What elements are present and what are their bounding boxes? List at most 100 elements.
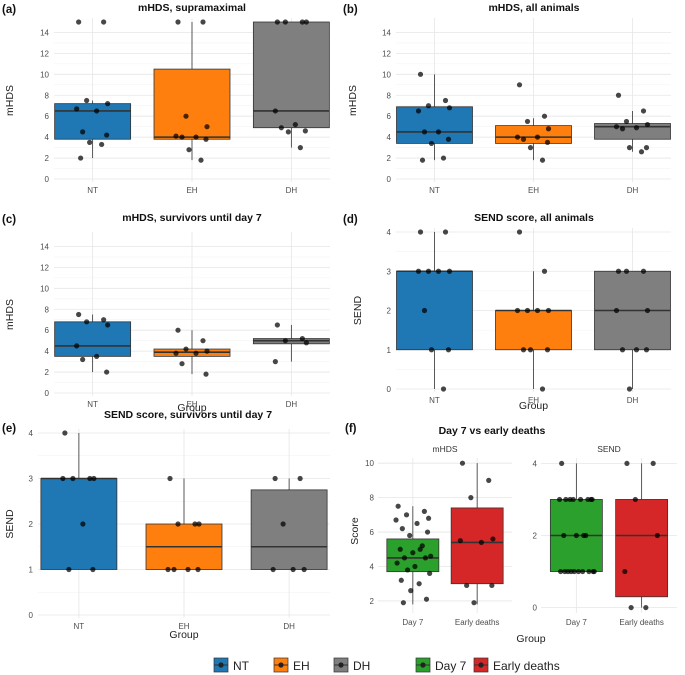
- panel-label: (d): [343, 214, 358, 226]
- legend-item-early-deaths: Early deaths: [473, 657, 560, 673]
- box-dh-point: [299, 19, 305, 25]
- panel-title: SEND score, survivors until day 7: [104, 409, 272, 421]
- box-eh-point: [185, 566, 191, 573]
- panel-label: (f): [345, 423, 357, 435]
- box-dh-point: [644, 307, 651, 314]
- x-tick-label: DH: [283, 622, 295, 631]
- y-tick-label: 4: [370, 563, 375, 572]
- box-nt-point: [101, 317, 107, 323]
- box-eh-point: [520, 136, 527, 142]
- legend-label: NT: [233, 659, 250, 673]
- facet-send-day-7-point: [561, 532, 567, 539]
- y-tick-label: 2: [45, 368, 50, 377]
- box-dh-point: [301, 566, 307, 573]
- facet-mhds-day-7-point: [398, 577, 404, 583]
- facet-mhds-early-deaths-point: [468, 495, 474, 501]
- y-tick-label: 4: [45, 133, 50, 142]
- panel-b: (b) mHDS, all animals mHDS 0 2 4 6 8 10 12 14 NT EH D…: [343, 2, 671, 195]
- box-nt-point: [99, 141, 105, 148]
- box-nt-point: [62, 430, 68, 436]
- box-eh-point: [516, 229, 523, 235]
- box-eh-point: [516, 82, 523, 88]
- box-dh-point: [623, 118, 630, 125]
- y-tick-label: 8: [387, 91, 392, 100]
- box-dh-point: [290, 566, 296, 573]
- legend-item-day-7: Day 7: [415, 657, 467, 673]
- box-eh-point: [514, 307, 521, 314]
- y-axis-label: mHDS: [347, 85, 359, 116]
- y-tick-label: 4: [387, 133, 392, 142]
- y-tick-label: 8: [370, 494, 375, 503]
- box-dh-point: [615, 268, 622, 274]
- box-eh-point: [200, 19, 206, 25]
- box-dh-point: [640, 268, 647, 274]
- box-nt-point: [74, 343, 80, 349]
- box-nt-box: [54, 103, 132, 140]
- box-eh-point: [539, 157, 546, 163]
- panel-title: mHDS, survivors until day 7: [122, 212, 262, 224]
- box-eh-point: [193, 134, 199, 140]
- y-tick-label: 0: [29, 611, 34, 620]
- y-tick-label: 4: [29, 429, 34, 438]
- facet-mhds-early-deaths-point: [459, 460, 466, 466]
- y-axis-label: SEND: [352, 296, 364, 326]
- y-tick-label: 6: [387, 112, 392, 121]
- box-eh-box: [153, 68, 231, 140]
- facet-mhds-day-7-point: [399, 526, 405, 532]
- box-eh-point: [203, 371, 209, 377]
- y-tick-label: 0: [45, 175, 50, 184]
- y-axis-label: mHDS: [4, 85, 16, 116]
- y-tick-label: 2: [370, 597, 375, 606]
- box-eh-point: [514, 134, 521, 140]
- facet-send-day-7-point: [575, 568, 582, 575]
- y-tick-label: 2: [387, 307, 392, 316]
- legend-label: EH: [293, 659, 310, 673]
- x-tick-label: NT: [429, 186, 440, 195]
- box-nt-point: [425, 268, 432, 274]
- x-tick-label: NT: [87, 400, 98, 409]
- panel-title: mHDS, all animals: [488, 2, 579, 14]
- facet-mhds-day-7-point: [421, 508, 427, 514]
- box-nt-point: [428, 140, 435, 147]
- x-tick-label: Early deaths: [619, 618, 663, 627]
- box-dh-point: [619, 347, 626, 353]
- facet-send-day-7-point: [577, 496, 584, 503]
- box-eh-point: [175, 521, 181, 527]
- box-dh-point: [626, 145, 633, 151]
- panel-f: (f) Day 7 vs early deaths Score Group mHDS 2 4…: [345, 423, 677, 645]
- y-tick-label: 14: [382, 28, 391, 37]
- facet-send-early-deaths-point: [650, 460, 656, 467]
- facet-mhds-day-7-point: [404, 567, 411, 573]
- box-nt-point: [80, 521, 86, 527]
- panel-c: (c) mHDS, survivors until day 7 mHDS Group 0…: [2, 212, 330, 414]
- box-dh-point: [297, 145, 303, 151]
- facet-mhds-day-7-point: [407, 532, 413, 539]
- box-nt-point: [421, 307, 428, 314]
- facet-mhds-day-7-point: [403, 512, 410, 518]
- x-axis-label: Group: [519, 400, 548, 412]
- box-dh-box: [252, 21, 330, 129]
- box-nt-point: [105, 322, 111, 328]
- box-dh-point: [280, 521, 286, 527]
- box-dh-point: [644, 121, 651, 128]
- box-dh-point: [274, 322, 280, 328]
- facet-mhds-day-7-point: [424, 529, 431, 535]
- box-dh-point: [633, 125, 640, 131]
- x-tick-label: Day 7: [566, 618, 587, 627]
- facet-mhds-day-7-point: [401, 555, 408, 561]
- box-nt-point: [84, 97, 90, 104]
- x-tick-label: EH: [186, 186, 197, 195]
- x-tick-label: NT: [87, 186, 98, 195]
- box-eh-point: [173, 350, 179, 356]
- box-nt-point: [76, 19, 82, 25]
- box-eh-point: [520, 347, 527, 353]
- panel-label: (c): [2, 214, 16, 226]
- facet-send: SEND 0 2 4 Day 7 Early deaths: [533, 444, 677, 627]
- box-nt-point: [104, 132, 110, 138]
- box-eh-point: [545, 307, 552, 314]
- box-eh-point: [179, 361, 185, 367]
- box-eh-point: [193, 350, 199, 356]
- box-eh-point: [175, 19, 181, 25]
- facet-send-day-7-point: [562, 568, 568, 575]
- y-tick-label: 8: [45, 91, 50, 100]
